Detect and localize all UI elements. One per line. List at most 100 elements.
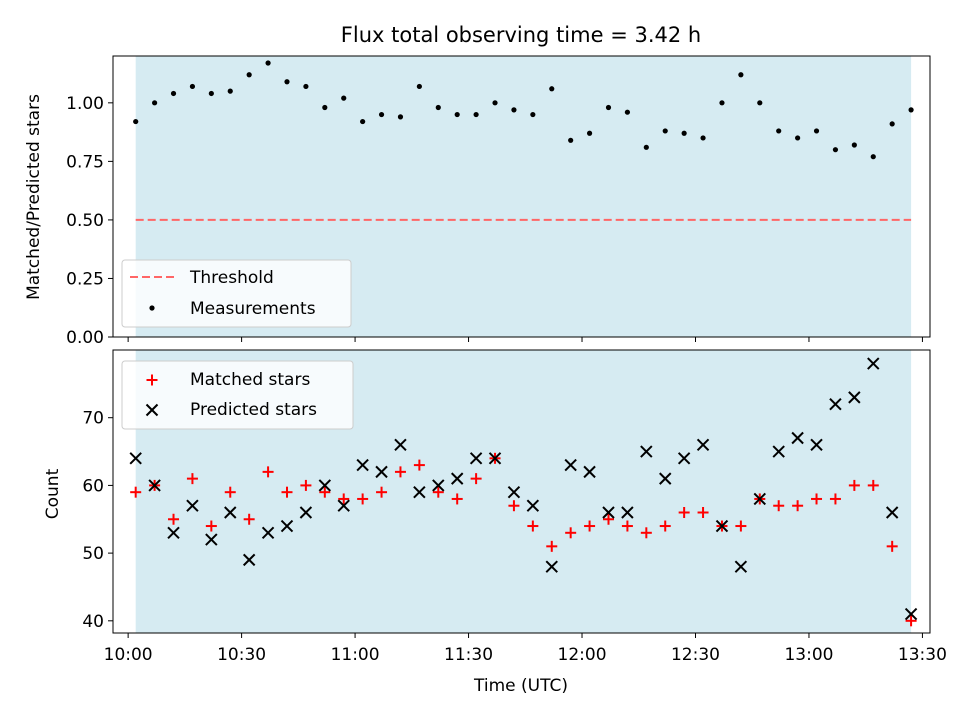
matched-star-point	[792, 500, 804, 512]
matched-star-point	[584, 520, 596, 532]
matched-star-point	[432, 486, 444, 498]
x-tick-label: 13:00	[784, 645, 833, 665]
predicted-star-point	[696, 438, 710, 451]
matched-star-point	[621, 520, 633, 532]
predicted-star-point	[299, 506, 313, 519]
measurement-point	[568, 137, 574, 143]
measurement-point	[605, 104, 612, 111]
measurement-point	[152, 100, 158, 106]
bottom-axes-frame	[112, 349, 931, 634]
measurement-point	[227, 88, 233, 94]
predicted-star-point	[772, 445, 785, 458]
x-axis-label: Time (UTC)	[473, 676, 568, 696]
matched-star-point	[470, 473, 482, 485]
predicted-star-point	[526, 499, 540, 512]
legend-predicted-marker	[145, 403, 159, 417]
measurement-point	[643, 144, 649, 150]
measurement-point	[265, 60, 271, 66]
bottom-y-tick-label: 70	[82, 409, 104, 429]
measurement-point	[700, 135, 706, 141]
top-axes-frame	[112, 55, 931, 338]
top-axis-ticks: 0.00 0.25 0.50 0.75 1.00	[66, 94, 923, 348]
measurement-point	[473, 111, 479, 118]
predicted-star-point	[318, 479, 332, 492]
measurement-point	[322, 104, 328, 111]
top-legend: Threshold Measurements	[121, 259, 352, 328]
bottom-markers	[129, 357, 918, 627]
predicted-star-point	[848, 391, 861, 404]
matched-star-point	[848, 479, 860, 491]
measurement-point	[189, 83, 196, 90]
matched-star-point	[451, 493, 463, 505]
chart-title: Flux total observing time = 3.42 h	[341, 23, 701, 47]
measurement-point	[681, 130, 687, 136]
measurement-point	[246, 72, 252, 78]
bottom-legend-box	[121, 360, 354, 430]
predicted-star-point	[659, 472, 672, 485]
matched-star-point	[735, 520, 747, 532]
predicted-star-point	[885, 506, 899, 519]
x-tick-label: 12:00	[558, 645, 607, 665]
predicted-star-point	[753, 492, 766, 506]
predicted-star-point	[469, 452, 483, 465]
matched-star-point	[659, 520, 671, 532]
predicted-star-point	[186, 499, 199, 512]
matched-star-point	[168, 513, 180, 525]
predicted-star-point	[810, 438, 823, 451]
matched-star-point	[867, 479, 879, 491]
matched-star-point	[281, 486, 293, 498]
matched-star-point	[376, 486, 388, 498]
x-tick-label: 11:00	[331, 645, 380, 665]
predicted-star-point	[205, 533, 218, 546]
predicted-star-point	[904, 607, 918, 621]
legend-threshold-label: Threshold	[189, 268, 274, 288]
measurement-point	[851, 142, 857, 148]
bottom-y-tick-label: 50	[82, 544, 104, 564]
predicted-star-point	[583, 465, 596, 479]
predicted-star-point	[129, 452, 142, 465]
matched-star-point	[527, 520, 539, 532]
measurement-point	[170, 90, 177, 97]
matched-star-point	[565, 527, 577, 539]
measurement-point	[813, 128, 820, 134]
legend-matched-label: Matched stars	[190, 370, 310, 390]
measurement-point	[776, 128, 782, 134]
matched-star-point	[205, 520, 217, 532]
matched-star-point	[394, 466, 406, 478]
matched-star-point	[186, 473, 198, 485]
legend-matched-marker	[146, 374, 158, 386]
predicted-star-point	[450, 472, 464, 485]
matched-star-point	[413, 459, 425, 471]
bottom-axis-ticks: 40 50 60 70 10:00 10:30 11:00 11:30 12:00 12:30 13…	[82, 409, 947, 665]
matched-star-point	[773, 500, 785, 512]
predicted-star-point	[242, 553, 256, 567]
matched-star-point	[546, 540, 558, 552]
matched-star-point	[602, 513, 614, 525]
bottom-legend: Matched stars Predicted stars	[121, 360, 354, 430]
legend-predicted-label: Predicted stars	[190, 400, 317, 420]
matched-star-point	[319, 486, 331, 498]
matched-star-point	[905, 615, 917, 627]
measurement-point	[378, 111, 385, 118]
measurement-point	[757, 100, 763, 106]
x-tick-label: 13:30	[898, 645, 947, 665]
bottom-panel: 40 50 60 70 10:00 10:30 11:00 11:30 12:00 12:30 13…	[43, 349, 947, 696]
predicted-star-point	[677, 452, 691, 465]
measurement-point	[303, 83, 309, 90]
measurement-point	[586, 130, 593, 136]
predicted-star-point	[394, 438, 407, 451]
predicted-star-point	[507, 485, 521, 499]
matched-star-point	[829, 493, 841, 505]
matched-star-point	[357, 493, 369, 505]
measurement-point	[832, 147, 839, 153]
measurement-point	[719, 100, 725, 106]
matched-star-point	[300, 479, 312, 491]
x-tick-label: 11:30	[444, 645, 493, 665]
top-y-axis-label: Matched/Predicted stars	[24, 94, 44, 300]
measurement-point	[341, 95, 347, 101]
predicted-star-point	[829, 397, 842, 411]
predicted-star-point	[413, 485, 426, 499]
measurement-point	[889, 121, 895, 127]
measurement-point	[530, 111, 536, 118]
